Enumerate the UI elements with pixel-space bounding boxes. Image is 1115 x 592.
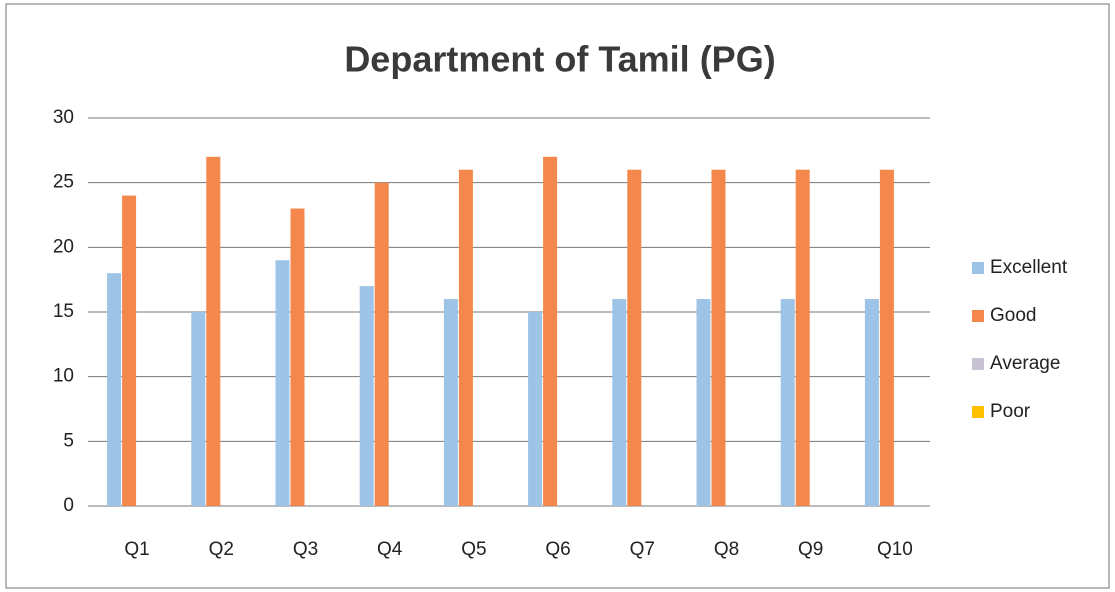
- bar: [359, 286, 374, 506]
- x-tick-label: Q4: [377, 539, 403, 560]
- bar: [206, 156, 221, 507]
- x-tick-label: Q3: [293, 539, 318, 560]
- legend-swatch: [972, 262, 984, 274]
- bar: [443, 299, 458, 506]
- x-tick-label: Q5: [461, 539, 486, 560]
- bar: [711, 169, 726, 506]
- y-tick-label: 0: [63, 495, 74, 516]
- x-tick-label: Q9: [798, 539, 823, 560]
- bar: [122, 195, 137, 506]
- legend-label: Excellent: [990, 257, 1068, 278]
- bar: [612, 299, 627, 506]
- bar: [864, 299, 879, 506]
- bar: [627, 169, 642, 506]
- bar: [290, 208, 305, 507]
- legend-swatch: [972, 406, 984, 418]
- bar: [374, 182, 389, 506]
- y-tick-label: 25: [53, 172, 74, 193]
- legend-label: Poor: [990, 401, 1031, 422]
- y-tick-label: 15: [53, 301, 74, 322]
- x-tick-label: Q10: [877, 539, 913, 560]
- bar: [458, 169, 473, 506]
- bar: [528, 312, 543, 506]
- y-tick-label: 20: [53, 236, 74, 257]
- legend-label: Average: [990, 353, 1060, 374]
- bar: [879, 169, 894, 506]
- legend-swatch: [972, 310, 984, 322]
- bar: [107, 273, 122, 506]
- legend-swatch: [972, 358, 984, 370]
- bar: [696, 299, 711, 506]
- chart-title: Department of Tamil (PG): [344, 39, 775, 80]
- bar: [543, 156, 558, 507]
- y-tick-label: 30: [53, 107, 74, 128]
- legend-label: Good: [990, 305, 1036, 326]
- bar: [275, 260, 290, 506]
- x-tick-label: Q8: [714, 539, 739, 560]
- x-tick-label: Q1: [124, 539, 149, 560]
- bar: [795, 169, 810, 506]
- x-tick-label: Q2: [209, 539, 234, 560]
- x-tick-label: Q7: [630, 539, 655, 560]
- bar: [191, 312, 206, 506]
- chart-border: [5, 3, 1110, 589]
- y-tick-label: 10: [53, 366, 74, 387]
- bar: [780, 299, 795, 506]
- x-tick-label: Q6: [545, 539, 570, 560]
- y-tick-label: 5: [63, 430, 74, 451]
